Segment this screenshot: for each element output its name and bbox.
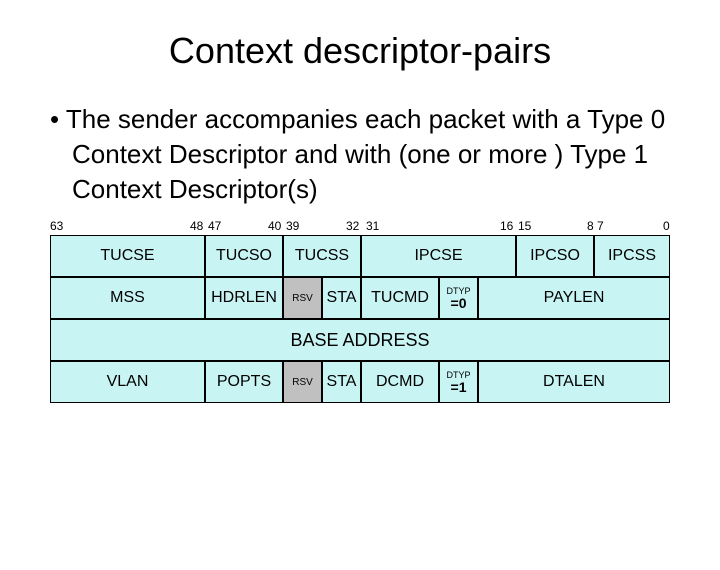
bit-15: 15 xyxy=(518,219,531,233)
cell-hdrlen: HDRLEN xyxy=(205,277,283,319)
cell-tucse: TUCSE xyxy=(50,235,205,277)
descriptor-diagram: 63 48 47 40 39 32 31 16 15 8 7 0 TUCSE T… xyxy=(50,235,670,403)
page-title: Context descriptor-pairs xyxy=(0,30,720,72)
bit-32: 32 xyxy=(346,219,359,233)
cell-tucmd: TUCMD xyxy=(361,277,439,319)
cell-rsv-1: RSV xyxy=(283,277,322,319)
cell-ipcso: IPCSO xyxy=(516,235,594,277)
cell-dtyp-0: DTYP =0 xyxy=(439,277,478,319)
cell-popts: POPTS xyxy=(205,361,283,403)
cell-ipcse: IPCSE xyxy=(361,235,516,277)
bit-7: 7 xyxy=(597,219,604,233)
cell-dcmd: DCMD xyxy=(361,361,439,403)
bit-16: 16 xyxy=(500,219,513,233)
cell-vlan: VLAN xyxy=(50,361,205,403)
bit-63: 63 xyxy=(50,219,63,233)
bit-39: 39 xyxy=(286,219,299,233)
bit-31: 31 xyxy=(366,219,379,233)
bit-40: 40 xyxy=(268,219,281,233)
cell-tucso: TUCSO xyxy=(205,235,283,277)
bit-8: 8 xyxy=(587,219,594,233)
cell-sta-2: STA xyxy=(322,361,361,403)
cell-mss: MSS xyxy=(50,277,205,319)
row-3: BASE ADDRESS xyxy=(50,319,670,361)
cell-base-address: BASE ADDRESS xyxy=(50,319,670,361)
row-2: MSS HDRLEN RSV STA TUCMD DTYP =0 PAYLEN xyxy=(50,277,670,319)
bit-48: 48 xyxy=(190,219,203,233)
row-4: VLAN POPTS RSV STA DCMD DTYP =1 DTALEN xyxy=(50,361,670,403)
cell-paylen: PAYLEN xyxy=(478,277,670,319)
cell-tucss: TUCSS xyxy=(283,235,361,277)
bit-0: 0 xyxy=(663,219,670,233)
dtyp-val-0: =0 xyxy=(451,296,467,310)
dtyp-val-1: =1 xyxy=(451,380,467,394)
bit-47: 47 xyxy=(208,219,221,233)
cell-dtyp-1: DTYP =1 xyxy=(439,361,478,403)
bullet-text: • The sender accompanies each packet wit… xyxy=(50,102,680,207)
cell-sta-1: STA xyxy=(322,277,361,319)
cell-rsv-2: RSV xyxy=(283,361,322,403)
cell-ipcss: IPCSS xyxy=(594,235,670,277)
row-1: TUCSE TUCSO TUCSS IPCSE IPCSO IPCSS xyxy=(50,235,670,277)
cell-dtalen: DTALEN xyxy=(478,361,670,403)
